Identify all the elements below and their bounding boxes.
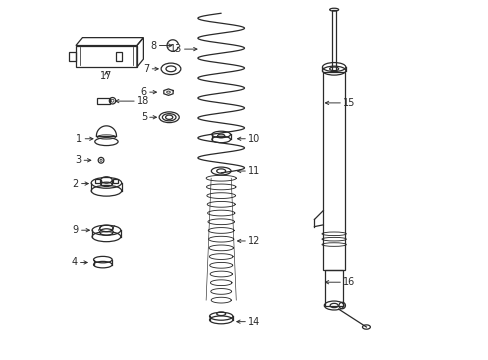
Bar [332, 10, 335, 71]
Bar [97, 98, 110, 104]
Text: 16: 16 [343, 277, 355, 287]
Bar [69, 52, 76, 61]
Bar [115, 52, 122, 61]
Text: 14: 14 [247, 317, 260, 327]
Text: 4: 4 [71, 257, 78, 267]
Text: 10: 10 [247, 134, 260, 144]
Bar [76, 45, 137, 67]
Text: 15: 15 [343, 98, 355, 108]
Text: 8: 8 [150, 41, 156, 50]
Text: 6: 6 [141, 87, 147, 97]
Text: 13: 13 [169, 44, 182, 54]
Text: 12: 12 [247, 236, 260, 246]
Text: 5: 5 [141, 112, 147, 122]
Bar [325, 270, 343, 306]
Text: 7: 7 [143, 64, 149, 74]
Text: 2: 2 [72, 179, 79, 189]
Text: 1: 1 [76, 134, 82, 144]
Text: 11: 11 [247, 166, 260, 176]
Text: 9: 9 [73, 225, 79, 235]
Bar [323, 72, 344, 270]
Text: 3: 3 [75, 155, 81, 165]
Bar [95, 179, 100, 183]
Bar [113, 179, 118, 183]
Text: 18: 18 [137, 96, 149, 106]
Text: 17: 17 [100, 71, 112, 81]
